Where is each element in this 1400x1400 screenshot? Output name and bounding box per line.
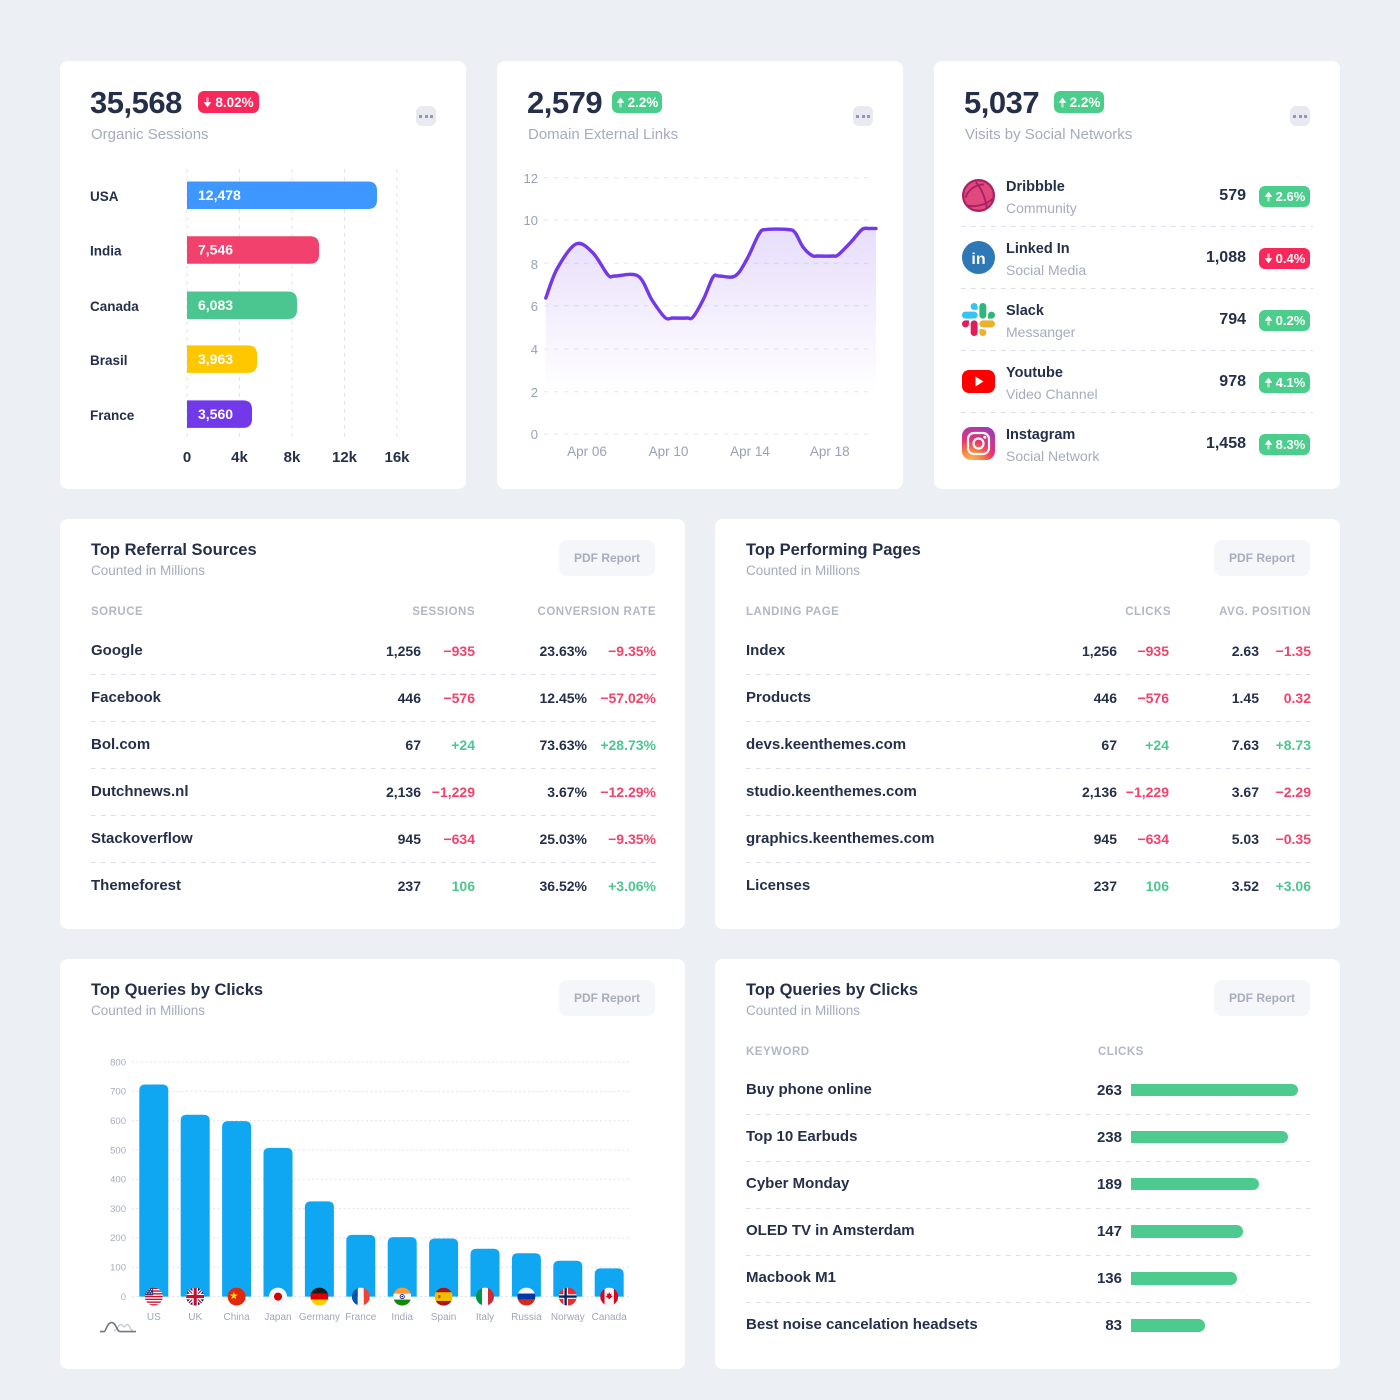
svg-text:Spain: Spain bbox=[431, 1312, 457, 1323]
svg-text:Apr 10: Apr 10 bbox=[649, 444, 689, 459]
svg-text:US: US bbox=[147, 1312, 161, 1323]
svg-text:12,478: 12,478 bbox=[198, 187, 241, 203]
svg-text:700: 700 bbox=[110, 1087, 126, 1098]
svg-text:16k: 16k bbox=[384, 449, 410, 466]
svg-text:600: 600 bbox=[110, 1116, 126, 1127]
svg-text:Canada: Canada bbox=[592, 1312, 627, 1323]
svg-text:Brasil: Brasil bbox=[90, 353, 128, 368]
svg-text:Apr 14: Apr 14 bbox=[730, 444, 770, 459]
svg-text:3,560: 3,560 bbox=[198, 406, 233, 422]
svg-text:7,546: 7,546 bbox=[198, 242, 233, 258]
svg-text:Canada: Canada bbox=[90, 299, 139, 314]
svg-text:Norway: Norway bbox=[551, 1312, 585, 1323]
svg-text:3,963: 3,963 bbox=[198, 351, 233, 367]
svg-text:in: in bbox=[971, 251, 985, 268]
svg-text:100: 100 bbox=[110, 1263, 126, 1274]
svg-text:8k: 8k bbox=[284, 449, 301, 466]
svg-text:Germany: Germany bbox=[299, 1312, 340, 1323]
svg-text:China: China bbox=[224, 1312, 251, 1323]
svg-text:Apr 06: Apr 06 bbox=[567, 444, 607, 459]
svg-text:200: 200 bbox=[110, 1233, 126, 1244]
svg-text:UK: UK bbox=[188, 1312, 202, 1323]
svg-text:India: India bbox=[90, 244, 122, 259]
svg-text:France: France bbox=[345, 1312, 377, 1323]
svg-text:500: 500 bbox=[110, 1145, 126, 1156]
svg-text:6: 6 bbox=[531, 299, 538, 314]
svg-text:Russia: Russia bbox=[511, 1312, 542, 1323]
svg-text:300: 300 bbox=[110, 1204, 126, 1215]
svg-text:0: 0 bbox=[531, 427, 538, 442]
svg-text:4k: 4k bbox=[231, 449, 248, 466]
svg-text:India: India bbox=[391, 1312, 413, 1323]
svg-text:2: 2 bbox=[531, 385, 538, 400]
svg-text:France: France bbox=[90, 408, 135, 423]
svg-text:0: 0 bbox=[183, 449, 191, 466]
svg-text:Italy: Italy bbox=[476, 1312, 494, 1323]
svg-text:12: 12 bbox=[524, 171, 538, 186]
svg-text:6,083: 6,083 bbox=[198, 297, 233, 313]
svg-text:4: 4 bbox=[531, 342, 538, 357]
svg-text:10: 10 bbox=[524, 213, 538, 228]
svg-text:USA: USA bbox=[90, 189, 119, 204]
svg-text:12k: 12k bbox=[332, 449, 358, 466]
svg-text:Apr 18: Apr 18 bbox=[810, 444, 850, 459]
svg-text:Japan: Japan bbox=[264, 1312, 291, 1323]
svg-text:8: 8 bbox=[531, 257, 538, 272]
svg-text:0: 0 bbox=[121, 1292, 126, 1303]
svg-text:400: 400 bbox=[110, 1175, 126, 1186]
svg-text:800: 800 bbox=[110, 1057, 126, 1068]
